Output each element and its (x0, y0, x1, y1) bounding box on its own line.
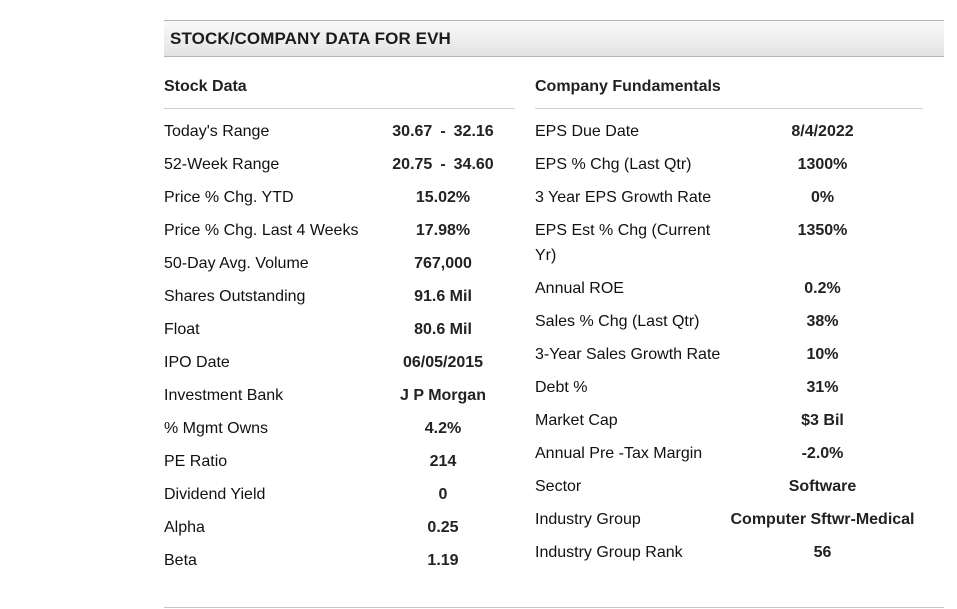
stock-data-row: PE Ratio 214 (164, 449, 515, 482)
fundamentals-value: 1350% (797, 222, 848, 239)
stock-data-row: Price % Chg. YTD 15.02% (164, 185, 515, 218)
stock-data-value: J P Morgan (400, 387, 486, 404)
stock-data-row: Investment Bank J P Morgan (164, 383, 515, 416)
fundamentals-label: 3-Year Sales Growth Rate (535, 346, 721, 363)
stock-data-row: Price % Chg. Last 4 Weeks 17.98% (164, 218, 515, 251)
fundamentals-row: Industry Group Computer Sftwr-Medical (535, 507, 923, 540)
fundamentals-row: Debt % 31% (535, 375, 923, 408)
fundamentals-row: Sales % Chg (Last Qtr) 38% (535, 309, 923, 342)
stock-data-section: Stock Data Today's Range 30.67-32.16 52-… (164, 78, 515, 581)
stock-data-row: Dividend Yield 0 (164, 482, 515, 515)
fundamentals-value: Computer Sftwr-Medical (730, 511, 915, 528)
fundamentals-row: Annual Pre -Tax Margin -2.0% (535, 441, 923, 474)
week52-range-high: 34.60 (453, 156, 494, 173)
stock-data-rows: Today's Range 30.67-32.16 52-Week Range … (164, 119, 515, 581)
stock-data-label: Shares Outstanding (164, 288, 306, 305)
fundamentals-value: 0.2% (804, 280, 841, 297)
stock-data-value: 91.6 Mil (414, 288, 472, 305)
fundamentals-label: Industry Group (535, 511, 641, 528)
fundamentals-row: Industry Group Rank 56 (535, 540, 923, 573)
bottom-divider (164, 607, 944, 608)
fundamentals-value: $3 Bil (801, 412, 844, 429)
fundamentals-row: EPS Due Date 8/4/2022 (535, 119, 923, 152)
stock-data-row: IPO Date 06/05/2015 (164, 350, 515, 383)
panel-header: STOCK/COMPANY DATA FOR EVH (164, 20, 944, 57)
todays-range-label: Today's Range (164, 123, 270, 140)
fundamentals-label: EPS Due Date (535, 123, 640, 140)
company-fundamentals-rows: EPS Due Date 8/4/2022 EPS % Chg (Last Qt… (535, 119, 923, 573)
stock-data-value: 80.6 Mil (414, 321, 472, 338)
stock-data-value: 0.25 (427, 519, 459, 536)
stock-data-value: 17.98% (415, 222, 471, 239)
fundamentals-row: EPS % Chg (Last Qtr) 1300% (535, 152, 923, 185)
stock-company-data-panel: STOCK/COMPANY DATA FOR EVH Stock Data To… (164, 20, 944, 569)
fundamentals-row: Market Cap $3 Bil (535, 408, 923, 441)
stock-data-row: 50-Day Avg. Volume 767,000 (164, 251, 515, 284)
fundamentals-label: 3 Year EPS Growth Rate (535, 189, 712, 206)
stock-data-value: 1.19 (427, 552, 459, 569)
fundamentals-label: Annual ROE (535, 280, 624, 297)
stock-data-label: Float (164, 321, 200, 338)
company-fundamentals-section: Company Fundamentals EPS Due Date 8/4/20… (535, 78, 923, 573)
fundamentals-value: 31% (806, 379, 839, 396)
week52-range-value: 20.75-34.60 (372, 152, 514, 185)
stock-data-row: Shares Outstanding 91.6 Mil (164, 284, 515, 317)
todays-range-separator: - (440, 123, 446, 140)
fundamentals-row: 3-Year Sales Growth Rate 10% (535, 342, 923, 375)
fundamentals-value: 10% (806, 346, 839, 363)
stock-data-label: Price % Chg. YTD (164, 189, 294, 206)
stock-data-label: Alpha (164, 519, 205, 536)
todays-range-low: 30.67 (392, 123, 433, 140)
week52-range-label: 52-Week Range (164, 156, 280, 173)
fundamentals-value: 1300% (797, 156, 848, 173)
stock-data-label: IPO Date (164, 354, 230, 371)
stock-data-row: Today's Range 30.67-32.16 (164, 119, 515, 152)
fundamentals-row: Annual ROE 0.2% (535, 276, 923, 309)
stock-data-value: 767,000 (414, 255, 472, 272)
stock-data-row: % Mgmt Owns 4.2% (164, 416, 515, 449)
stock-data-value: 4.2% (424, 420, 462, 437)
week52-range-low: 20.75 (392, 156, 433, 173)
stock-data-label: Beta (164, 552, 197, 569)
stock-data-value: 214 (429, 453, 457, 470)
fundamentals-label: Sector (535, 478, 582, 495)
fundamentals-label: Industry Group Rank (535, 544, 683, 561)
stock-data-row: Float 80.6 Mil (164, 317, 515, 350)
fundamentals-label: EPS Est % Chg (Current Yr) (535, 222, 711, 264)
fundamentals-value: 8/4/2022 (791, 123, 854, 140)
fundamentals-label: Sales % Chg (Last Qtr) (535, 313, 700, 330)
fundamentals-label: Debt % (535, 379, 588, 396)
stock-data-label: Price % Chg. Last 4 Weeks (164, 222, 359, 239)
stock-data-row: 52-Week Range 20.75-34.60 (164, 152, 515, 185)
fundamentals-row: Sector Software (535, 474, 923, 507)
fundamentals-label: Annual Pre -Tax Margin (535, 445, 703, 462)
stock-data-value: 15.02% (415, 189, 471, 206)
stock-data-label: Dividend Yield (164, 486, 266, 503)
fundamentals-label: Market Cap (535, 412, 618, 429)
fundamentals-value: 56 (813, 544, 832, 561)
stock-data-row: Beta 1.19 (164, 548, 515, 581)
fundamentals-value: Software (788, 478, 857, 495)
todays-range-value: 30.67-32.16 (372, 119, 514, 152)
stock-data-label: PE Ratio (164, 453, 228, 470)
stock-data-title: Stock Data (164, 78, 515, 109)
fundamentals-value: 0% (810, 189, 835, 206)
company-fundamentals-title: Company Fundamentals (535, 78, 923, 109)
fundamentals-value: 38% (806, 313, 839, 330)
stock-data-label: 50-Day Avg. Volume (164, 255, 309, 272)
fundamentals-row: EPS Est % Chg (Current Yr) 1350% (535, 218, 923, 276)
todays-range-high: 32.16 (453, 123, 494, 140)
panel-title: STOCK/COMPANY DATA FOR EVH (170, 28, 451, 48)
week52-range-separator: - (440, 156, 446, 173)
fundamentals-row: 3 Year EPS Growth Rate 0% (535, 185, 923, 218)
stock-data-value: 06/05/2015 (402, 354, 484, 371)
fundamentals-value: -2.0% (801, 445, 844, 462)
fundamentals-label: EPS % Chg (Last Qtr) (535, 156, 692, 173)
stock-data-row: Alpha 0.25 (164, 515, 515, 548)
stock-data-label: % Mgmt Owns (164, 420, 269, 437)
stock-data-label: Investment Bank (164, 387, 284, 404)
stock-data-value: 0 (438, 486, 448, 503)
